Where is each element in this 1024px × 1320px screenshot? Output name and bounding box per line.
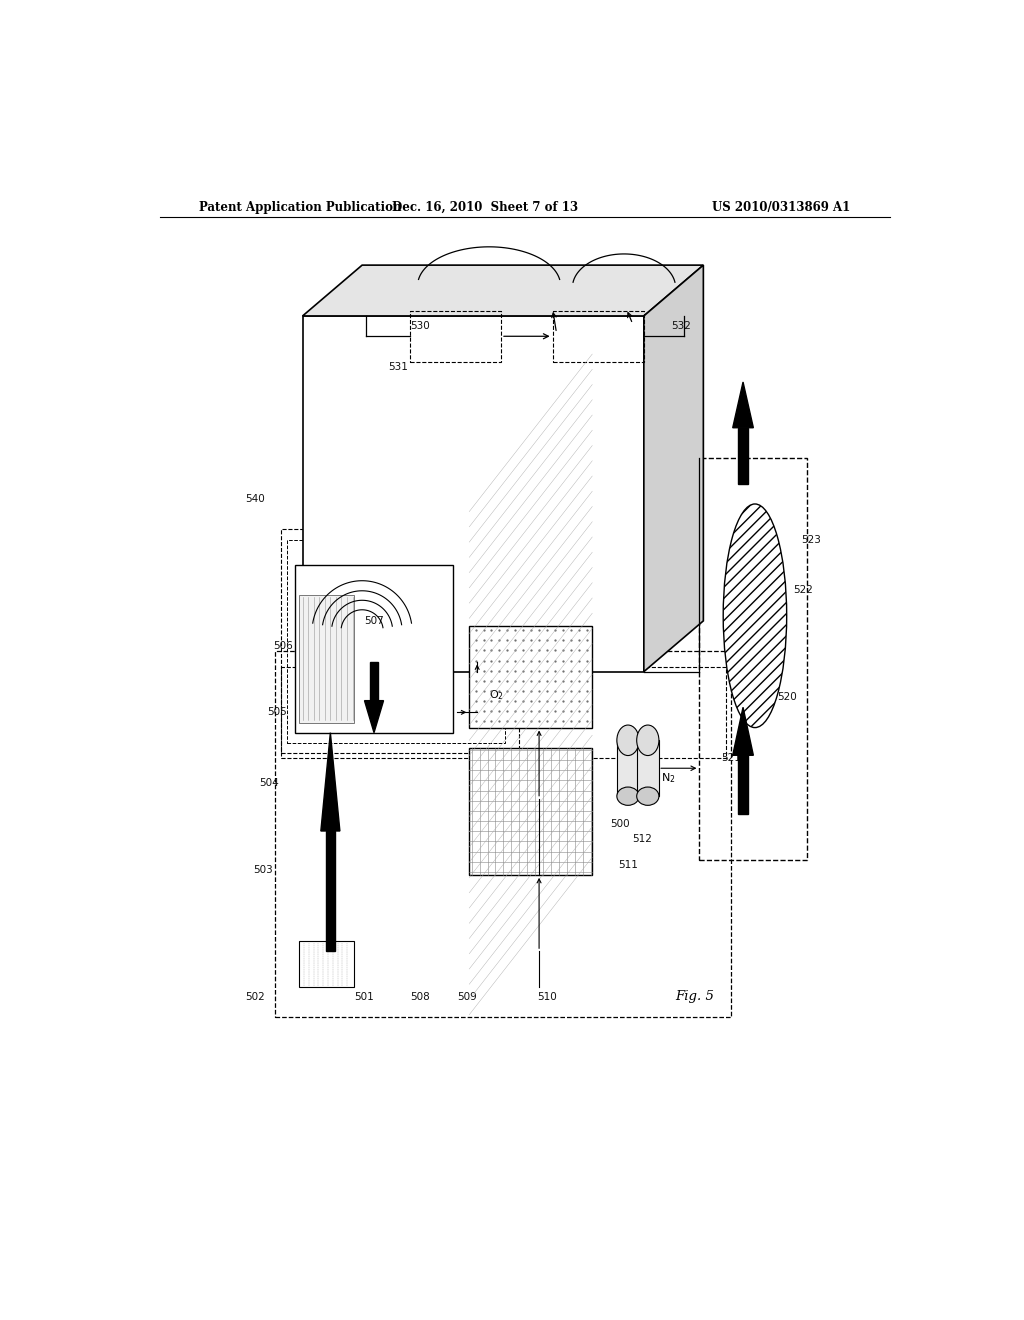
Ellipse shape — [616, 725, 639, 755]
Ellipse shape — [723, 504, 786, 727]
Bar — [469, 748, 592, 875]
Text: 504: 504 — [259, 779, 279, 788]
Ellipse shape — [637, 787, 658, 805]
Bar — [295, 565, 454, 733]
Text: 508: 508 — [410, 991, 429, 1002]
Polygon shape — [326, 832, 335, 952]
Bar — [637, 741, 658, 796]
Polygon shape — [644, 265, 703, 672]
Text: Fig. 5: Fig. 5 — [676, 990, 715, 1003]
Text: 500: 500 — [610, 820, 630, 829]
Text: 510: 510 — [537, 991, 556, 1002]
Polygon shape — [738, 428, 748, 483]
Text: 511: 511 — [618, 859, 638, 870]
Bar — [282, 529, 519, 752]
Polygon shape — [738, 755, 748, 814]
Bar — [410, 312, 501, 362]
Text: Patent Application Publication: Patent Application Publication — [200, 201, 402, 214]
Bar — [282, 667, 726, 758]
Text: 523: 523 — [801, 535, 821, 545]
Polygon shape — [303, 265, 703, 315]
Polygon shape — [321, 733, 340, 832]
Text: 501: 501 — [354, 991, 374, 1002]
Bar — [299, 941, 354, 987]
Ellipse shape — [616, 787, 639, 805]
Bar — [469, 626, 592, 727]
Polygon shape — [365, 701, 384, 733]
Bar — [303, 315, 644, 672]
Ellipse shape — [637, 725, 658, 755]
Bar — [274, 651, 731, 1018]
Text: 512: 512 — [632, 834, 652, 845]
Text: 509: 509 — [458, 991, 477, 1002]
Bar — [287, 540, 505, 743]
Text: 531: 531 — [388, 362, 409, 372]
Polygon shape — [733, 708, 754, 755]
Text: 522: 522 — [793, 585, 813, 595]
Bar — [616, 741, 639, 796]
Text: 520: 520 — [777, 692, 797, 702]
Text: 540: 540 — [246, 494, 265, 504]
Bar — [553, 312, 644, 362]
Text: 507: 507 — [365, 616, 384, 626]
Polygon shape — [733, 381, 754, 428]
Text: O$_2$: O$_2$ — [489, 688, 504, 702]
Text: 532: 532 — [672, 321, 691, 331]
Text: 530: 530 — [410, 321, 429, 331]
Text: 506: 506 — [273, 642, 293, 651]
Polygon shape — [370, 661, 378, 701]
Bar — [299, 595, 354, 722]
Text: Dec. 16, 2010  Sheet 7 of 13: Dec. 16, 2010 Sheet 7 of 13 — [392, 201, 579, 214]
Text: US 2010/0313869 A1: US 2010/0313869 A1 — [712, 201, 850, 214]
Text: 521: 521 — [722, 754, 741, 763]
Text: N$_2$: N$_2$ — [662, 771, 676, 785]
Text: 502: 502 — [246, 991, 265, 1002]
Text: 503: 503 — [253, 865, 273, 875]
Text: 505: 505 — [267, 708, 287, 717]
Bar — [699, 458, 807, 859]
